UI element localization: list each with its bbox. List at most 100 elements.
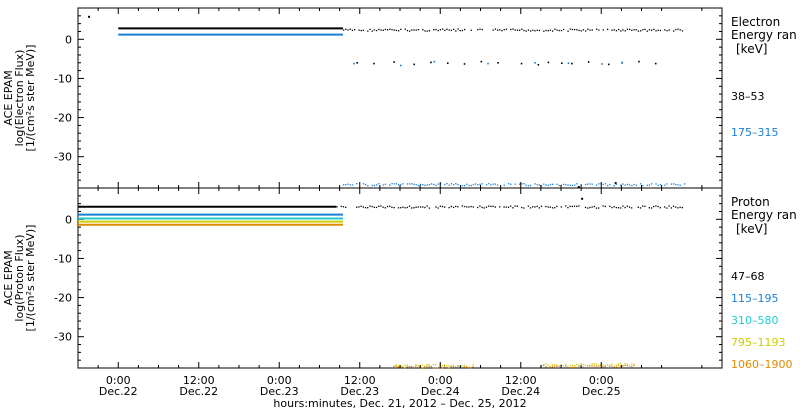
data-point: [413, 63, 416, 66]
data-point: [659, 207, 661, 209]
data-point: [450, 365, 452, 367]
data-point: [408, 365, 410, 368]
data-point: [571, 28, 574, 31]
data-point: [538, 207, 540, 209]
data-point: [378, 28, 380, 31]
data-point: [362, 183, 365, 185]
data-point: [567, 366, 569, 368]
data-point: [452, 206, 455, 209]
data-point: [611, 206, 613, 209]
data-point: [556, 364, 558, 366]
data-point: [512, 207, 514, 209]
data-point: [461, 205, 463, 207]
data-point: [595, 363, 598, 365]
data-point: [448, 367, 450, 369]
data-point: [571, 205, 573, 208]
data-point: [648, 29, 651, 31]
data-point: [567, 30, 569, 32]
data-point: [415, 206, 417, 208]
data-point: [465, 365, 468, 368]
data-point: [648, 207, 650, 209]
data-point: [437, 29, 439, 32]
data-point: [490, 205, 492, 208]
data-point: [485, 206, 488, 208]
legend-entry: 1060–1900: [731, 358, 793, 371]
data-point: [454, 365, 457, 368]
data-point: [620, 365, 622, 367]
data-point: [677, 28, 679, 30]
data-point: [543, 364, 545, 366]
data-point: [384, 28, 387, 31]
data-point: [466, 183, 468, 185]
data-point: [595, 184, 598, 186]
data-point: [602, 29, 604, 31]
data-point: [587, 28, 589, 30]
y-tick-label: -20: [54, 292, 72, 305]
data-point: [406, 206, 408, 209]
data-point: [551, 365, 554, 368]
data-point: [633, 363, 635, 365]
data-point: [606, 184, 609, 187]
data-point: [507, 206, 510, 209]
legend-entry: 47–68: [731, 270, 765, 283]
data-point: [433, 183, 435, 186]
data-point: [480, 60, 483, 63]
data-point: [527, 205, 529, 207]
data-point: [397, 30, 400, 32]
data-point: [569, 28, 571, 30]
data-point: [411, 29, 413, 31]
data-point: [397, 365, 399, 367]
data-point: [558, 184, 560, 187]
data-point: [547, 184, 549, 187]
data-point: [428, 364, 430, 366]
data-point: [395, 364, 397, 366]
data-point: [413, 366, 415, 368]
data-point: [604, 205, 606, 208]
data-point: [408, 183, 411, 185]
legend-subtitle: Energy ran: [731, 208, 797, 222]
data-point: [351, 29, 354, 32]
data-point: [382, 29, 384, 31]
data-point: [448, 365, 450, 367]
data-point: [435, 206, 437, 208]
data-point: [602, 364, 604, 366]
data-point: [448, 206, 450, 209]
data-point: [626, 28, 629, 30]
x-tick-time: 12:00: [344, 374, 376, 387]
data-point: [551, 207, 554, 209]
data-point: [631, 184, 633, 187]
data-point: [457, 365, 459, 367]
data-point: [529, 184, 532, 187]
data-point: [421, 367, 424, 369]
data-point: [543, 183, 545, 185]
data-point: [613, 206, 615, 208]
data-point: [622, 365, 624, 367]
data-point: [587, 61, 590, 63]
data-point: [617, 363, 620, 365]
legend-title: Electron: [731, 15, 780, 29]
data-point: [584, 206, 587, 209]
data-point: [457, 206, 459, 208]
data-point: [523, 207, 525, 209]
data-point: [446, 365, 448, 367]
data-point: [88, 15, 91, 18]
data-point: [573, 364, 576, 367]
data-point: [378, 205, 380, 207]
data-point: [529, 207, 532, 209]
data-point: [450, 183, 453, 185]
data-point: [518, 29, 521, 31]
data-point: [463, 28, 466, 31]
x-axis: 0:00Dec.2212:00Dec.220:00Dec.2312:00Dec.…: [77, 8, 723, 398]
data-point: [419, 206, 422, 208]
data-point: [635, 29, 637, 31]
data-point: [450, 205, 452, 208]
data-point: [628, 184, 631, 186]
data-point: [505, 206, 507, 208]
data-point: [611, 365, 613, 367]
data-point: [642, 185, 644, 187]
data-point: [602, 366, 604, 368]
x-tick-date: Dec.23: [260, 385, 299, 398]
data-point: [433, 29, 435, 31]
data-point: [549, 206, 551, 208]
